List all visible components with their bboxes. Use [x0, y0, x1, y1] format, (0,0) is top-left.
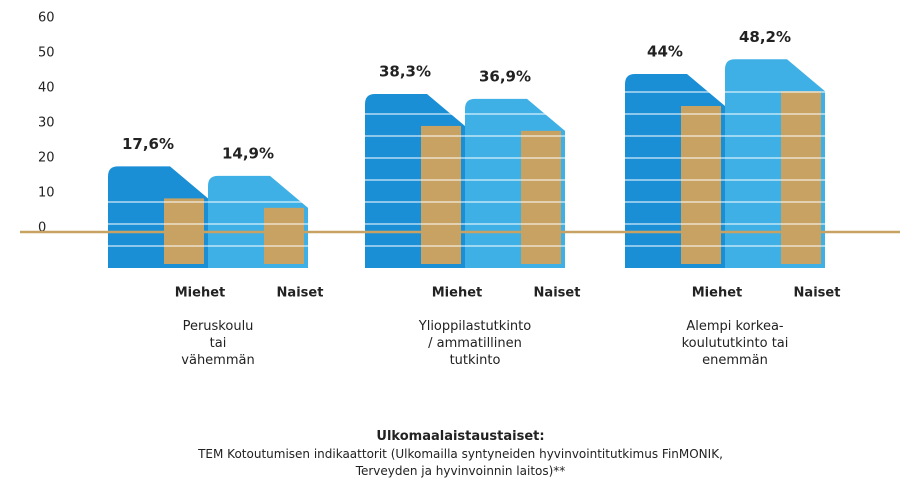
chart-subtitle: Ulkomaalaistaustaiset: — [0, 428, 921, 445]
value-label: 36,9% — [479, 67, 531, 85]
book-pages — [421, 126, 461, 264]
y-tick-label: 20 — [38, 151, 55, 166]
legend-label: Miehet — [175, 286, 226, 301]
legend-label: Naiset — [534, 286, 581, 301]
category-label: Ylioppilastutkinto / ammatillinen tutkin… — [390, 318, 560, 369]
legend-label: Naiset — [277, 286, 324, 301]
value-label: 14,9% — [222, 144, 274, 162]
legend-label: Miehet — [692, 286, 743, 301]
legend-label: Miehet — [432, 286, 483, 301]
y-tick-label: 10 — [38, 186, 55, 201]
value-label: 44% — [647, 43, 683, 61]
value-label: 48,2% — [739, 28, 791, 46]
book-pages — [681, 106, 721, 264]
book-stack — [725, 59, 825, 268]
y-tick-label: 60 — [38, 11, 55, 26]
book-stack — [208, 176, 308, 268]
book-stack — [365, 94, 465, 268]
book-pages — [521, 131, 561, 264]
category-label: Peruskoulu tai vähemmän — [133, 318, 303, 369]
value-label: 17,6% — [122, 135, 174, 153]
book-pages — [781, 91, 821, 264]
value-label: 38,3% — [379, 62, 431, 80]
book-pages — [264, 208, 304, 264]
chart-source: TEM Kotoutumisen indikaattorit (Ulkomail… — [0, 446, 921, 480]
legend-label: Naiset — [794, 286, 841, 301]
book-stack — [465, 99, 565, 268]
book-stack — [625, 74, 725, 268]
y-tick-label: 40 — [38, 81, 55, 96]
y-tick-label: 50 — [38, 46, 55, 61]
book-stack — [108, 166, 208, 268]
page: {"chart_data": {"type": "bar", "categori… — [0, 0, 921, 497]
y-tick-label: 30 — [38, 116, 55, 131]
category-label: Alempi korkea- koulututkinto tai enemmän — [650, 318, 820, 369]
